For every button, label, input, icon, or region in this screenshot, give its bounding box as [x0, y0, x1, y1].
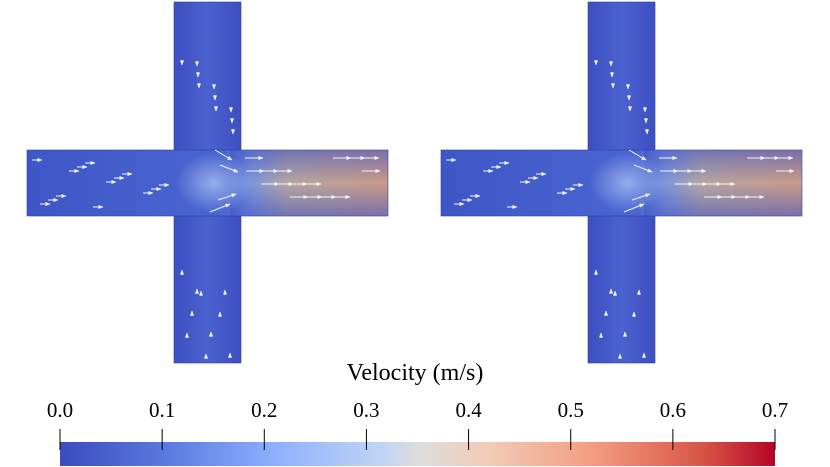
colorbar-tick-label: 0.5: [557, 398, 584, 422]
colorbar-tick-label: 0.4: [455, 398, 482, 422]
colorbar-title: Velocity (m/s): [346, 360, 484, 386]
colorbar-tick-label: 0.6: [659, 398, 686, 422]
junction-region: [176, 153, 252, 213]
velocity-vectors: [32, 60, 381, 359]
junction-region: [590, 153, 666, 213]
colorbar-tick-label: 0.3: [353, 398, 380, 422]
colorbar-gradient: [60, 442, 775, 466]
colorbar: [59, 429, 776, 466]
velocity-vectors: [446, 60, 795, 359]
right-cross-junction: [440, 1, 803, 364]
colorbar-tick-label: 0.2: [251, 398, 278, 422]
colorbar-tick-label: 0.7: [761, 398, 789, 422]
colorbar-tick-label: 0.1: [149, 398, 176, 422]
colorbar-tick-label: 0.0: [46, 398, 74, 422]
left-cross-junction: [26, 1, 389, 364]
